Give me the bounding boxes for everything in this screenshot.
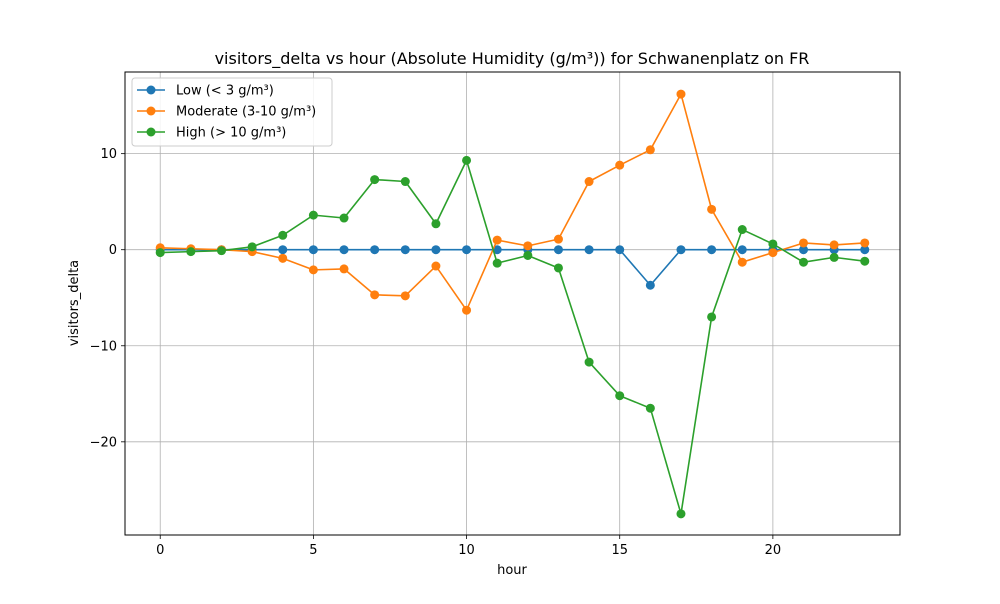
data-point: [400, 291, 410, 301]
data-point: [492, 235, 502, 245]
data-point: [370, 175, 380, 185]
data-point: [799, 257, 809, 267]
x-tick-label: 5: [309, 543, 317, 558]
series-1: [155, 89, 870, 315]
y-tick-label: −10: [90, 339, 117, 354]
data-point: [462, 305, 472, 315]
data-point: [737, 257, 747, 267]
data-point: [829, 240, 839, 250]
y-tick-label: 0: [109, 243, 117, 258]
series-2: [155, 155, 870, 519]
series-layer: [155, 89, 870, 519]
data-point: [645, 280, 655, 290]
data-point: [308, 265, 318, 275]
data-point: [216, 246, 226, 256]
data-point: [553, 263, 563, 273]
y-tick-label: 10: [100, 147, 117, 162]
data-point: [829, 252, 839, 262]
data-point: [860, 245, 870, 255]
series-line: [160, 159, 865, 515]
data-point: [523, 241, 533, 251]
data-point: [707, 245, 717, 255]
data-point: [676, 89, 686, 99]
data-point: [462, 245, 472, 255]
data-point: [584, 357, 594, 367]
data-point: [799, 238, 809, 248]
data-point: [339, 245, 349, 255]
data-point: [247, 242, 257, 252]
data-point: [278, 245, 288, 255]
legend: Low (< 3 g/m³) Moderate (3-10 g/m³) High (…: [131, 77, 333, 147]
data-point: [737, 225, 747, 235]
y-axis-label: visitors_delta: [67, 260, 82, 346]
x-tick-label: 20: [765, 543, 782, 558]
data-point: [400, 177, 410, 187]
data-point: [370, 290, 380, 300]
data-point: [768, 248, 778, 258]
data-point: [400, 245, 410, 255]
data-point: [492, 245, 502, 255]
data-point: [737, 245, 747, 255]
axis-ticks: 0 5 10 15 20 −20 −10 0 10: [90, 147, 782, 558]
data-point: [615, 160, 625, 170]
data-point: [584, 177, 594, 187]
data-point: [462, 155, 472, 165]
data-point: [308, 245, 318, 255]
data-point: [339, 264, 349, 274]
data-point: [278, 230, 288, 240]
data-point: [676, 245, 686, 255]
data-point: [584, 245, 594, 255]
data-point: [615, 391, 625, 401]
data-point: [431, 219, 441, 229]
data-point: [308, 210, 318, 220]
legend-box: [131, 77, 333, 147]
y-tick-label: −20: [90, 435, 117, 450]
data-point: [768, 239, 778, 249]
legend-label: Moderate (3-10 g/m³): [176, 105, 316, 120]
legend-marker: [146, 127, 156, 137]
legend-marker: [146, 85, 156, 95]
data-point: [799, 245, 809, 255]
series-line: [160, 248, 865, 287]
data-point: [645, 403, 655, 413]
data-point: [553, 234, 563, 244]
series-line: [160, 93, 865, 312]
x-tick-label: 0: [156, 543, 164, 558]
data-point: [431, 245, 441, 255]
data-point: [860, 256, 870, 266]
data-point: [860, 238, 870, 248]
data-point: [707, 204, 717, 214]
data-point: [339, 213, 349, 223]
x-axis-label: hour: [497, 563, 527, 578]
data-point: [615, 245, 625, 255]
data-point: [492, 258, 502, 268]
plot-area-frame: [124, 71, 901, 536]
legend-label: High (> 10 g/m³): [176, 126, 286, 141]
data-point: [370, 245, 380, 255]
x-tick-label: 10: [458, 543, 475, 558]
chart-title: visitors_delta vs hour (Absolute Humidit…: [215, 49, 810, 69]
legend-label: Low (< 3 g/m³): [176, 84, 274, 99]
data-point: [186, 247, 196, 257]
data-point: [431, 261, 441, 271]
data-point: [553, 245, 563, 255]
data-point: [278, 253, 288, 263]
data-point: [676, 509, 686, 519]
x-tick-label: 15: [611, 543, 628, 558]
data-point: [155, 248, 165, 258]
data-point: [523, 250, 533, 260]
data-point: [707, 312, 717, 322]
data-point: [645, 145, 655, 155]
legend-marker: [146, 106, 156, 116]
